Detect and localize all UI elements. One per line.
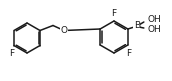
Text: F: F (9, 49, 14, 58)
Text: F: F (111, 9, 117, 17)
Text: OH: OH (148, 26, 162, 35)
Text: OH: OH (148, 15, 162, 24)
Text: F: F (126, 49, 131, 58)
Text: B: B (134, 21, 140, 31)
Text: O: O (61, 26, 67, 35)
